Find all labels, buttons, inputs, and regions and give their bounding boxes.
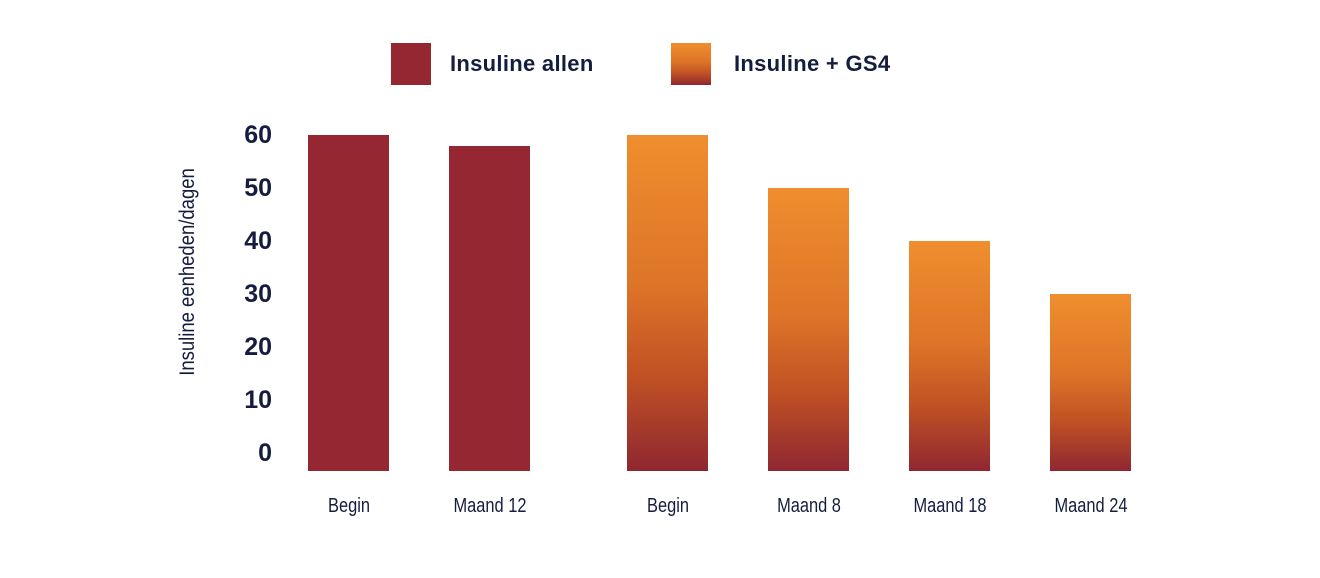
bar-insuline-gs4-begin (627, 135, 708, 471)
y-tick-0: 0 (258, 439, 272, 467)
x-label-insuline-allen-begin: Begin (327, 495, 370, 517)
y-tick-10: 10 (244, 386, 272, 414)
bar-insuline-gs4-maand-18 (909, 241, 990, 471)
y-tick-60: 60 (244, 121, 272, 149)
x-label-insuline-gs4-maand-8: Maand 8 (776, 495, 841, 517)
bar-insuline-gs4-maand-24 (1050, 294, 1131, 471)
legend-label-insuline-allen: Insuline allen (450, 51, 594, 76)
legend-swatch-insuline-allen (391, 43, 431, 85)
legend-item-insuline-gs4: Insuline + GS4 (671, 43, 890, 85)
x-label-insuline-gs4-maand-18: Maand 18 (913, 495, 986, 517)
legend-swatch-insuline-gs4 (671, 43, 711, 85)
bar-insuline-allen-maand-12 (449, 145, 530, 471)
x-label-insuline-gs4-maand-24: Maand 24 (1054, 495, 1127, 517)
y-tick-20: 20 (244, 333, 272, 361)
y-tick-50: 50 (244, 174, 272, 202)
y-tick-40: 40 (244, 227, 272, 255)
x-label-insuline-allen-maand-12: Maand 12 (453, 495, 526, 517)
y-axis-title: Insuline eenheden/dagen (176, 168, 199, 376)
y-tick-30: 30 (244, 280, 272, 308)
legend-label-insuline-gs4: Insuline + GS4 (734, 51, 891, 76)
bar-insuline-allen-begin (308, 135, 389, 471)
x-label-insuline-gs4-begin: Begin (646, 495, 689, 517)
bar-insuline-gs4-maand-8 (768, 188, 849, 471)
legend-item-insuline-allen: Insuline allen (391, 43, 594, 85)
